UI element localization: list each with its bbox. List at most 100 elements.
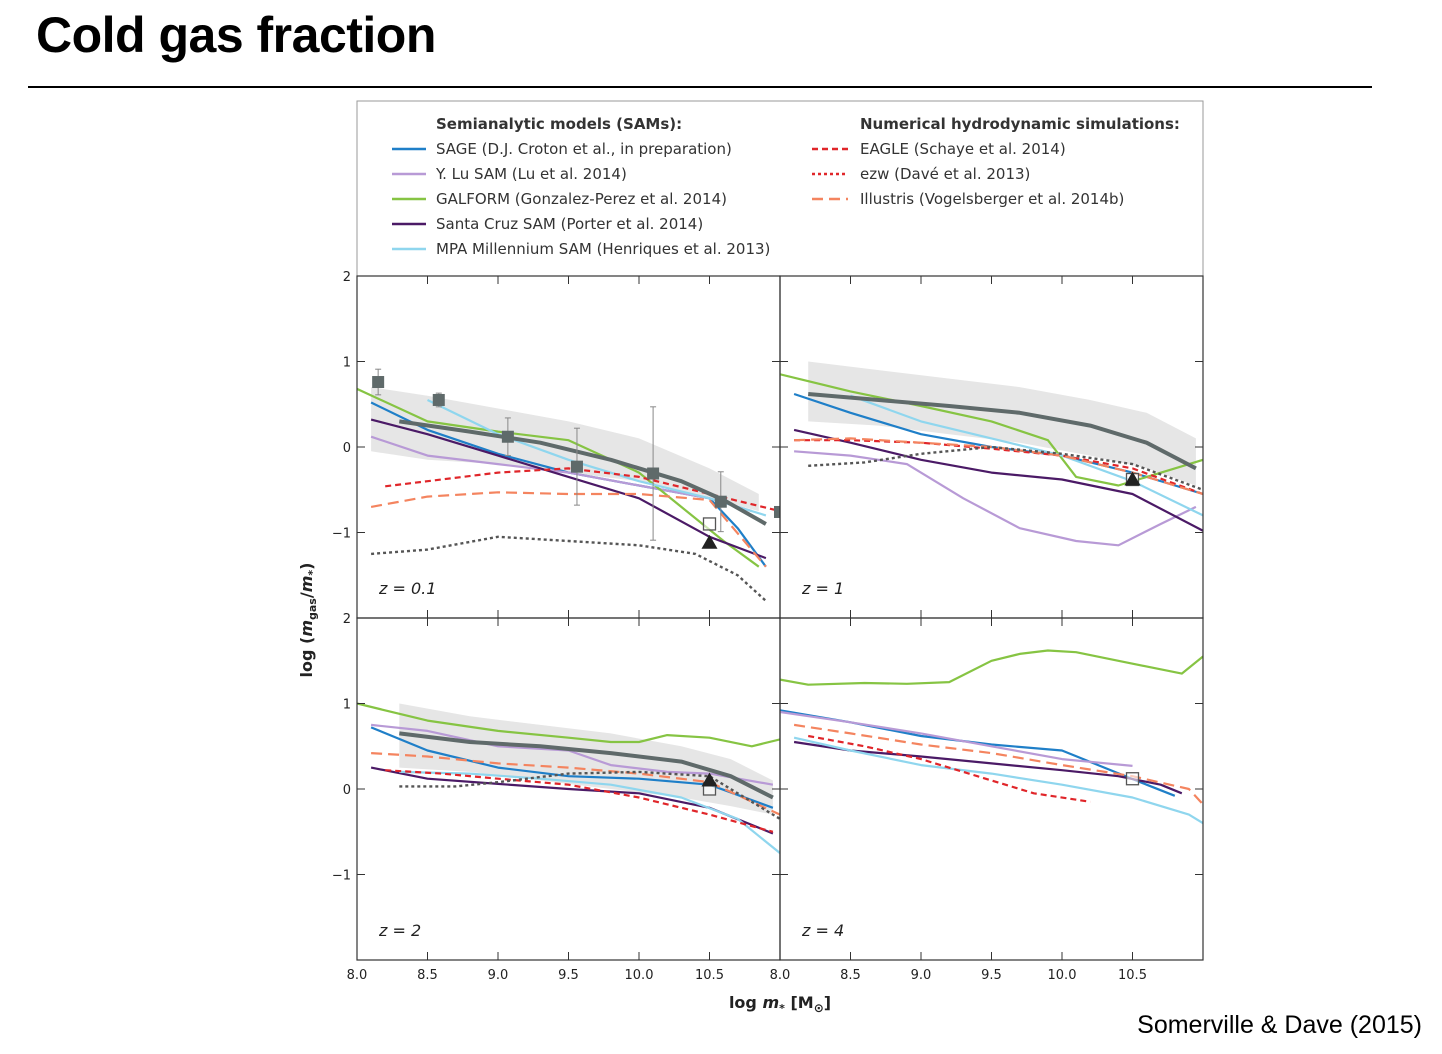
y-axis-title-close: ) bbox=[297, 563, 316, 570]
y-axis-title: log (mgas/m*) bbox=[297, 563, 319, 678]
x-axis-title-close: ] bbox=[824, 993, 831, 1012]
series-line-gray_dotted bbox=[371, 535, 767, 602]
x-tick-label: 8.5 bbox=[417, 968, 438, 983]
x-axis-title-m: m bbox=[762, 993, 779, 1012]
legend: Semianalytic models (SAMs): Numerical hy… bbox=[356, 100, 1204, 277]
y-tick-label: 1 bbox=[343, 698, 351, 713]
data-point-square bbox=[501, 430, 514, 443]
observation-band bbox=[808, 361, 1196, 486]
data-point-square bbox=[774, 505, 780, 518]
panel-plot-area bbox=[357, 368, 780, 602]
legend-sim-group: EAGLE (Schaye et al. 2014) ezw (Davé et a… bbox=[812, 140, 1124, 208]
series-line-gray_dotted bbox=[808, 445, 1203, 491]
panel-3: 8.0 8.5 9.0 9.5 10.0 10.5 z = 4 bbox=[770, 617, 1204, 983]
legend-frame bbox=[356, 100, 1204, 277]
y-tick-label: 1 bbox=[343, 356, 351, 371]
legend-sam-item: GALFORM (Gonzalez-Perez et al. 2014) bbox=[436, 190, 727, 208]
legend-sam-item: SAGE (D.J. Croton et al., in preparation… bbox=[436, 140, 732, 158]
panels: −1 0 1 2 z = 0.1 z = 1 −1 0 1 2 8.0 8.5 9.0 9.5 10.0 10… bbox=[332, 270, 1204, 983]
y-axis-title-gas: gas bbox=[306, 598, 319, 620]
panel-plot-area bbox=[780, 361, 1203, 547]
series-line-mpa bbox=[850, 394, 1203, 517]
x-tick-label: 9.0 bbox=[488, 968, 509, 983]
panel-1: z = 1 bbox=[779, 275, 1204, 619]
observation-band bbox=[399, 703, 773, 815]
y-tick-label: 0 bbox=[343, 441, 351, 456]
data-point-open-square bbox=[702, 517, 717, 531]
y-tick-label: −1 bbox=[332, 527, 351, 542]
panel-frame bbox=[779, 617, 1204, 961]
legend-sam-item: Y. Lu SAM (Lu et al. 2014) bbox=[435, 165, 627, 183]
x-tick-label: 10.5 bbox=[1118, 968, 1147, 983]
y-axis-title-log: log ( bbox=[297, 637, 316, 678]
series-line-mpa bbox=[399, 770, 780, 854]
data-point-triangle bbox=[701, 534, 718, 549]
y-axis-title-star: * bbox=[306, 570, 319, 576]
data-point-square bbox=[570, 460, 583, 473]
legend-sam-item: MPA Millennium SAM (Henriques et al. 201… bbox=[436, 240, 770, 258]
series-line-santacruz bbox=[793, 428, 1203, 532]
data-point-square bbox=[372, 376, 385, 389]
series-line-mpa bbox=[793, 736, 1203, 825]
series-line-lu bbox=[780, 710, 1133, 767]
y-axis-title-mgas: m bbox=[297, 620, 316, 637]
x-axis-title-sun: ⊙ bbox=[814, 1001, 824, 1015]
data-point-square bbox=[714, 495, 727, 508]
panel-0: −1 0 1 2 z = 0.1 bbox=[332, 270, 781, 619]
x-tick-label: 10.0 bbox=[625, 968, 654, 983]
series-line-galform bbox=[780, 649, 1203, 686]
data-point-triangle bbox=[1124, 471, 1141, 486]
series-line-santacruz bbox=[793, 740, 1183, 795]
legend-sim-item: ezw (Davé et al. 2013) bbox=[860, 165, 1030, 183]
panel-redshift-label: z = 0.1 bbox=[378, 579, 436, 598]
data-point-square bbox=[647, 467, 660, 480]
legend-sim-item: EAGLE (Schaye et al. 2014) bbox=[860, 140, 1066, 158]
series-line-gray_thick bbox=[808, 392, 1197, 471]
panel-redshift-label: z = 1 bbox=[801, 579, 844, 598]
title-rule bbox=[28, 86, 1372, 88]
x-tick-label: 9.5 bbox=[558, 968, 579, 983]
panel-2: −1 0 1 2 8.0 8.5 9.0 9.5 10.0 10.5 z = 2 bbox=[332, 612, 781, 983]
x-axis-title-unit: [M bbox=[785, 993, 814, 1012]
y-axis-title-slash: / bbox=[297, 592, 316, 598]
series-line-illustris bbox=[370, 491, 767, 568]
series-line-galform bbox=[357, 702, 780, 748]
series-line-sage bbox=[780, 709, 1176, 797]
slide-title: Cold gas fraction bbox=[36, 7, 436, 63]
x-tick-label: 8.0 bbox=[770, 968, 791, 983]
legend-sim-heading: Numerical hydrodynamic simulations: bbox=[860, 115, 1180, 133]
x-tick-label: 10.5 bbox=[695, 968, 724, 983]
x-tick-label: 10.0 bbox=[1048, 968, 1077, 983]
series-line-eagle bbox=[385, 769, 774, 833]
data-point-triangle bbox=[701, 772, 718, 787]
panel-plot-area bbox=[357, 702, 780, 854]
y-tick-label: 0 bbox=[343, 783, 351, 798]
y-tick-label: 2 bbox=[343, 612, 351, 627]
series-line-illustris bbox=[793, 723, 1203, 806]
series-line-gray_thick bbox=[399, 731, 774, 800]
x-axis-title-log: log bbox=[729, 993, 763, 1012]
citation: Somerville & Dave (2015) bbox=[1137, 1011, 1422, 1039]
panel-plot-area bbox=[780, 649, 1203, 825]
x-axis-title: log m* [M⊙] bbox=[729, 993, 831, 1015]
data-point-open-square bbox=[1125, 772, 1140, 786]
series-line-eagle bbox=[385, 467, 780, 513]
data-point-square bbox=[432, 393, 445, 406]
legend-sam-heading: Semianalytic models (SAMs): bbox=[436, 115, 682, 133]
series-line-lu bbox=[370, 723, 774, 786]
series-line-galform bbox=[780, 373, 1203, 487]
x-axis-title-sub: * bbox=[779, 1002, 785, 1015]
y-tick-label: 2 bbox=[343, 270, 351, 285]
series-line-eagle bbox=[808, 734, 1091, 803]
x-tick-label: 8.5 bbox=[840, 968, 861, 983]
panel-redshift-label: z = 4 bbox=[801, 921, 844, 940]
x-tick-label: 9.0 bbox=[911, 968, 932, 983]
y-axis-title-mstar: m bbox=[297, 576, 316, 593]
x-tick-label: 9.5 bbox=[981, 968, 1002, 983]
panel-redshift-label: z = 2 bbox=[378, 921, 421, 940]
x-tick-label: 8.0 bbox=[347, 968, 368, 983]
legend-sam-group: SAGE (D.J. Croton et al., in preparation… bbox=[392, 140, 770, 258]
series-line-illustris bbox=[371, 752, 780, 816]
series-line-lu bbox=[794, 450, 1197, 547]
